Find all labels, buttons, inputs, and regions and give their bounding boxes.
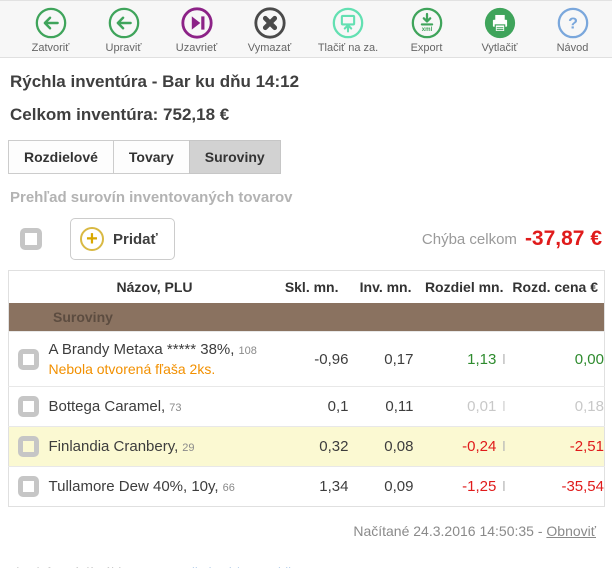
download-xml-icon: xml	[410, 6, 444, 40]
table-header-row: Názov, PLU Skl. mn. Inv. mn. Rozdiel mn.…	[8, 270, 605, 303]
toolbar: Zatvoriť Upraviť Uzavrieť Vymazať Tlačiť…	[0, 0, 612, 58]
x-circle-icon	[253, 6, 287, 40]
add-button-label: Pridať	[113, 230, 158, 248]
toolbar-button-vytlacit[interactable]: Vytlačiť	[463, 6, 536, 54]
page-title: Rýchla inventúra - Bar ku dňu 14:12	[10, 72, 300, 91]
item-name: Bottega Caramel, 73	[48, 397, 182, 415]
item-note: Nebola otvorená fľaša 2ks.	[48, 361, 216, 377]
toolbar-label: Tlačiť na za.	[317, 42, 379, 54]
diff-price: 0,18	[505, 386, 605, 427]
toolbar-label: Uzavrieť	[175, 42, 218, 54]
tab-suroviny[interactable]: Suroviny	[188, 140, 281, 174]
page-body: Rýchla inventúra - Bar ku dňu 14:12 Celk…	[0, 72, 612, 539]
skip-end-icon	[180, 6, 214, 40]
item-name: Finlandia Cranbery, 29	[48, 437, 195, 455]
diff-price: 0,00	[505, 331, 605, 387]
loaded-timestamp: Načítané 24.3.2016 14:50:35 -	[353, 523, 543, 539]
toolbar-button-vymazat[interactable]: Vymazať	[233, 6, 306, 54]
footer-info-text: Viac informácií nájdete na	[8, 565, 157, 568]
footer-info-link[interactable]: www.ikelp.sk/posmobile	[161, 565, 298, 568]
plus-icon: +	[80, 227, 104, 251]
toolbar-button-navod[interactable]: ? Návod	[536, 6, 609, 54]
section-header-row: Suroviny	[8, 303, 605, 332]
select-all-checkbox[interactable]	[20, 228, 42, 250]
toolbar-label: Návod	[556, 42, 589, 54]
back-arrow-icon	[107, 6, 141, 40]
header-checkbox-col	[8, 270, 49, 303]
section-header-label: Suroviny	[8, 303, 605, 332]
row-checkbox[interactable]	[18, 476, 40, 497]
toolbar-button-tlacit-na-za[interactable]: Tlačiť na za.	[306, 6, 390, 54]
display-print-icon	[331, 6, 365, 40]
toolbar-button-upravit[interactable]: Upraviť	[87, 6, 160, 54]
stock-qty: -0,96	[260, 331, 349, 387]
unit-label: l	[502, 478, 506, 494]
svg-text:?: ?	[568, 15, 578, 33]
footer-info: Viac informácií nájdete na www.ikelp.sk/…	[8, 565, 612, 568]
refresh-link[interactable]: Obnoviť	[546, 523, 596, 539]
item-name: Tullamore Dew 40%, 10y, 66	[48, 477, 235, 495]
section-caption: Prehľad surovín inventovaných tovarov	[10, 189, 293, 206]
diff-qty: -1,25	[462, 478, 497, 495]
diff-qty: 1,13	[467, 350, 497, 368]
table-row[interactable]: Bottega Caramel, 73 0,1 0,11 0,01 l 0,18	[8, 386, 605, 427]
col-header-name: Názov, PLU	[48, 270, 261, 303]
diff-price: -35,54	[505, 466, 605, 507]
stock-qty: 0,32	[260, 426, 349, 467]
printer-icon	[483, 6, 517, 40]
unit-label: l	[502, 438, 506, 454]
diff-qty: -0,24	[462, 438, 497, 455]
tab-tovary[interactable]: Tovary	[112, 140, 190, 174]
missing-total-label: Chýba celkom	[421, 230, 517, 248]
total-inventory-value: Celkom inventúra: 752,18 €	[10, 105, 230, 124]
missing-total: Chýba celkom -37,87 €	[422, 227, 604, 251]
stock-qty: 1,34	[260, 466, 349, 507]
unit-label: l	[502, 398, 506, 414]
item-plu: 29	[182, 441, 195, 454]
row-checkbox[interactable]	[18, 396, 40, 417]
action-row: + Pridať Chýba celkom -37,87 €	[10, 216, 604, 262]
toolbar-button-export[interactable]: xml Export	[390, 6, 463, 54]
item-plu: 66	[222, 481, 235, 494]
diff-price: -2,51	[505, 426, 605, 467]
table-row[interactable]: Finlandia Cranbery, 29 0,32 0,08 -0,24 l -…	[8, 426, 605, 467]
unit-label: l	[502, 350, 506, 367]
loaded-status: Načítané 24.3.2016 14:50:35 - Obnoviť	[8, 523, 604, 539]
item-plu: 73	[169, 401, 182, 414]
col-header-diff: Rozdiel mn.	[413, 270, 506, 303]
item-name: A Brandy Metaxa ***** 38%, 108	[48, 341, 257, 358]
toolbar-button-uzavriet[interactable]: Uzavrieť	[160, 6, 233, 54]
col-header-price: Rozd. cena €	[505, 270, 605, 303]
toolbar-label: Export	[410, 42, 443, 54]
inventory-qty: 0,08	[348, 426, 414, 467]
col-header-skl: Skl. mn.	[260, 270, 349, 303]
inventory-qty: 0,17	[348, 331, 414, 387]
question-icon: ?	[556, 6, 590, 40]
diff-qty: 0,01	[467, 398, 497, 415]
tab-bar: Rozdielové Tovary Suroviny	[8, 140, 604, 174]
col-header-inv: Inv. mn.	[348, 270, 414, 303]
toolbar-label: Vymazať	[247, 42, 292, 54]
table-row[interactable]: Tullamore Dew 40%, 10y, 66 1,34 0,09 -1,2…	[8, 466, 605, 507]
row-checkbox[interactable]	[18, 436, 40, 457]
inventory-table: Názov, PLU Skl. mn. Inv. mn. Rozdiel mn.…	[8, 270, 605, 507]
stock-qty: 0,1	[260, 386, 349, 427]
missing-total-value: -37,87 €	[524, 227, 602, 250]
tab-rozdielove[interactable]: Rozdielové	[8, 140, 114, 174]
inventory-qty: 0,09	[348, 466, 414, 507]
back-arrow-icon	[34, 6, 68, 40]
svg-text:xml: xml	[421, 26, 432, 33]
toolbar-label: Zatvoriť	[31, 42, 70, 54]
toolbar-button-zatvorit[interactable]: Zatvoriť	[14, 6, 87, 54]
add-button[interactable]: + Pridať	[70, 218, 175, 260]
inventory-qty: 0,11	[348, 386, 414, 427]
toolbar-label: Vytlačiť	[481, 42, 518, 54]
toolbar-label: Upraviť	[105, 42, 142, 54]
row-checkbox[interactable]	[18, 348, 40, 370]
item-plu: 108	[238, 345, 257, 357]
table-row[interactable]: A Brandy Metaxa ***** 38%, 108 Nebola otv…	[8, 331, 605, 387]
